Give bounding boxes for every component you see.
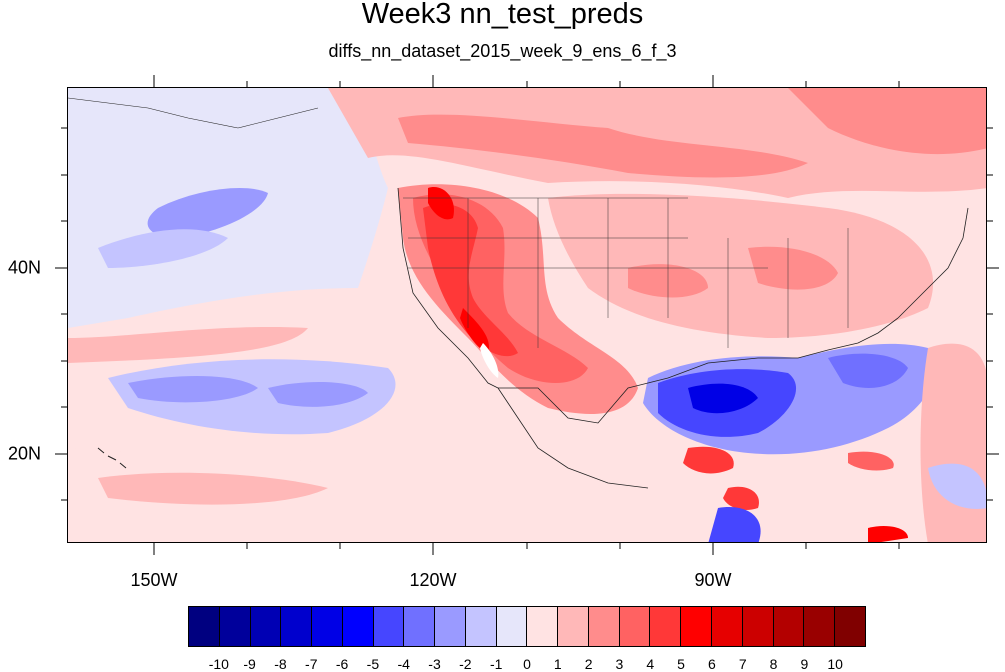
lon-label-150w: 150W xyxy=(130,570,178,590)
colorbar-label: 10 xyxy=(827,656,843,672)
colorbar-box xyxy=(342,607,374,646)
colorbar-box xyxy=(281,607,313,646)
colorbar-box xyxy=(527,607,559,646)
colorbar-label: 6 xyxy=(708,656,716,672)
colorbar-label: 5 xyxy=(677,656,685,672)
colorbar-label: 2 xyxy=(584,656,593,672)
colorbar-label: -10 xyxy=(208,656,229,672)
colorbar-box xyxy=(404,607,436,646)
colorbar-box xyxy=(558,607,589,646)
colorbar-label: -3 xyxy=(428,656,441,672)
colorbar-box xyxy=(712,607,743,646)
colorbar-box xyxy=(189,607,220,646)
lon-label-90w: 90W xyxy=(694,570,732,590)
colorbar-box xyxy=(435,607,466,646)
colorbar-label: -8 xyxy=(274,656,287,672)
colorbar-label: 7 xyxy=(738,656,747,672)
lat-label-20n: 20N xyxy=(8,443,42,464)
colorbar-box xyxy=(804,607,836,646)
colorbar-label: 4 xyxy=(646,656,655,672)
colorbar-box xyxy=(742,607,774,646)
colorbar-label: -2 xyxy=(459,656,472,672)
anomaly-field xyxy=(68,88,986,542)
colorbar-box xyxy=(588,607,620,646)
colorbar-box xyxy=(250,607,282,646)
colorbar-box xyxy=(619,607,651,646)
lat-label-40n: 40N xyxy=(8,257,42,278)
colorbar-box xyxy=(650,607,682,646)
map-subtitle: diffs_nn_dataset_2015_week_9_ens_6_f_3 xyxy=(328,41,677,61)
colorbar-label: 3 xyxy=(615,656,624,672)
colorbar-label: -1 xyxy=(489,656,503,672)
colorbar-label: 0 xyxy=(523,656,531,672)
map-panel xyxy=(67,87,987,543)
colorbar-label: -6 xyxy=(335,656,349,672)
colorbar-box xyxy=(773,607,805,646)
colorbar-label: -4 xyxy=(397,656,410,672)
colorbar-label: -7 xyxy=(305,656,318,672)
colorbar-label: 9 xyxy=(800,656,809,672)
colorbar-label: 1 xyxy=(553,656,562,672)
colorbar-label: 8 xyxy=(769,656,778,672)
colorbar-box xyxy=(373,607,405,646)
colorbar-box xyxy=(219,607,251,646)
colorbar-box xyxy=(312,607,343,646)
lon-label-120w: 120W xyxy=(409,570,457,590)
colorbar-box xyxy=(496,607,528,646)
colorbar-box xyxy=(465,607,497,646)
colorbar-box xyxy=(835,607,865,646)
colorbar-label: -9 xyxy=(243,656,256,672)
colorbar-label: -5 xyxy=(366,656,380,672)
map-title: Week3 nn_test_preds xyxy=(361,0,644,30)
colorbar-box xyxy=(681,607,713,646)
colorbar xyxy=(188,606,866,647)
